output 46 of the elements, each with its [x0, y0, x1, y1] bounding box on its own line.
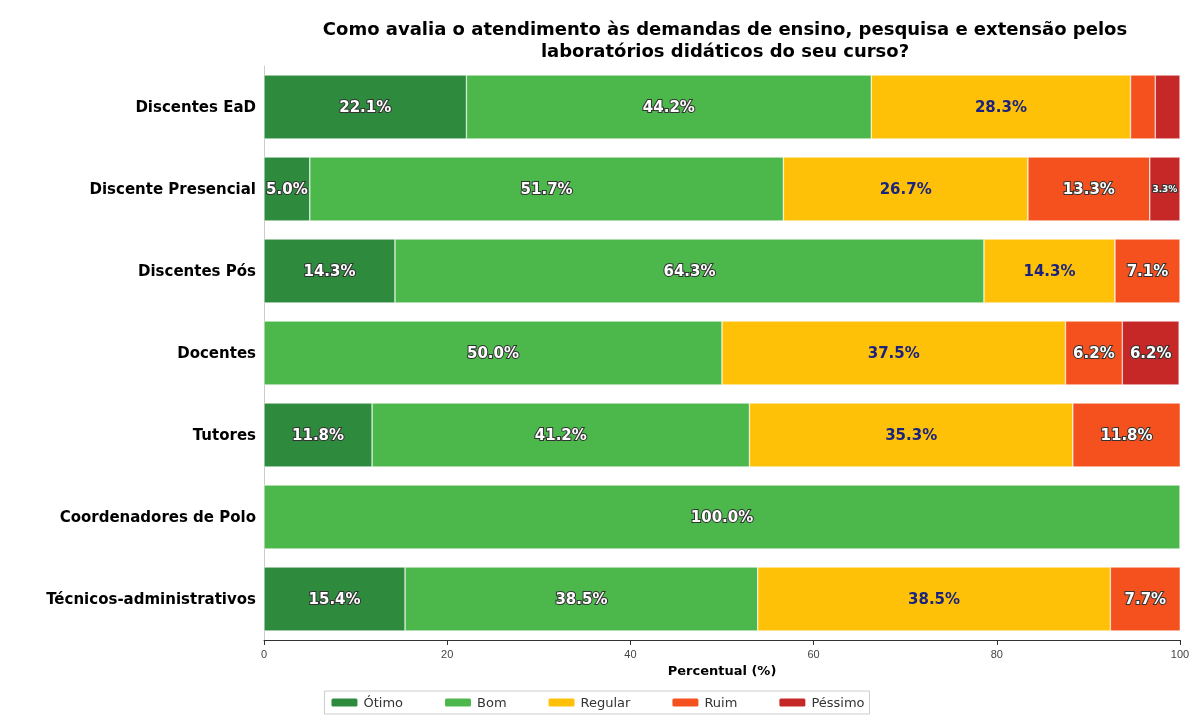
bar	[264, 485, 1180, 549]
data-label: 38.5%	[555, 590, 608, 608]
data-label: 3.3%	[1152, 184, 1178, 194]
data-label: 15.4%	[308, 590, 361, 608]
legend-label: Ótimo	[363, 695, 404, 710]
x-tick-label: 40	[624, 647, 637, 660]
y-tick-label: Discentes EaD	[135, 98, 256, 116]
data-label: 14.3%	[303, 262, 356, 280]
y-tick-label: Discente Presencial	[89, 180, 256, 198]
data-label: 6.2%	[1073, 344, 1115, 362]
x-tick-label: 80	[990, 647, 1003, 660]
x-tick-label: 100	[1170, 647, 1190, 660]
x-tick-label: 60	[807, 647, 820, 660]
y-tick-label: Técnicos-administrativos	[46, 590, 257, 608]
data-label: 11.8%	[292, 426, 345, 444]
y-tick-label: Coordenadores de Polo	[59, 508, 256, 526]
data-label: 14.3%	[1023, 262, 1076, 280]
data-label: 22.1%	[339, 98, 392, 116]
data-label: 44.2%	[642, 98, 695, 116]
data-label: 11.8%	[1100, 426, 1153, 444]
data-label: 35.3%	[885, 426, 938, 444]
y-tick-label: Tutores	[192, 426, 257, 444]
data-label: 6.2%	[1129, 344, 1172, 362]
data-label: 7.1%	[1126, 262, 1169, 280]
legend-label: Regular	[580, 695, 632, 710]
legend-label: Bom	[477, 695, 507, 710]
data-label: 28.3%	[974, 98, 1027, 116]
chart-title: Como avalia o atendimento às demandas de ensino, pesquisa e extensão pelos laboratórios didáticos do seu curso?	[322, 17, 1128, 61]
data-label: 5.0%	[266, 180, 308, 198]
x-tick-label: 0	[260, 647, 268, 660]
legend-label: Ruim	[704, 695, 738, 710]
data-label: 50.0%	[466, 344, 520, 362]
data-label: 51.7%	[520, 180, 573, 198]
data-label: 13.3%	[1062, 180, 1115, 198]
data-label: 26.7%	[879, 180, 932, 198]
data-label: 100.0%	[690, 508, 754, 526]
x-axis-title: Percentual (%)	[667, 662, 777, 678]
x-tick-label: 20	[441, 647, 454, 660]
y-tick-label: Docentes	[177, 344, 257, 362]
data-label: 37.5%	[867, 344, 920, 362]
data-label: 7.7%	[1124, 590, 1167, 608]
y-tick-label: Discentes Pós	[138, 262, 257, 280]
legend-label: Péssimo	[811, 695, 865, 710]
data-label: 64.3%	[663, 262, 716, 280]
data-label: 38.5%	[908, 590, 961, 608]
data-label: 41.2%	[534, 426, 587, 444]
